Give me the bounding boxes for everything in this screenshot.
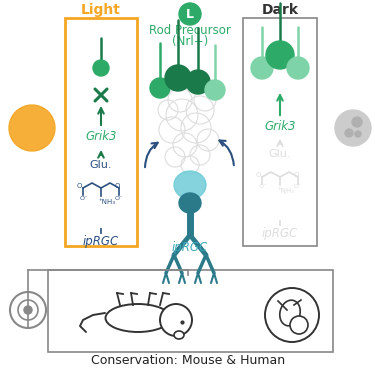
FancyBboxPatch shape bbox=[243, 18, 317, 246]
Circle shape bbox=[24, 306, 32, 314]
Circle shape bbox=[335, 110, 371, 146]
Text: ipRGC: ipRGC bbox=[172, 242, 208, 255]
Text: Grik3: Grik3 bbox=[264, 120, 296, 132]
Ellipse shape bbox=[105, 304, 171, 332]
Text: L: L bbox=[186, 8, 194, 21]
Circle shape bbox=[160, 304, 192, 336]
Text: O⁻: O⁻ bbox=[115, 195, 123, 201]
Circle shape bbox=[186, 70, 210, 94]
Text: Grik3: Grik3 bbox=[85, 129, 117, 142]
Text: Light: Light bbox=[81, 3, 121, 17]
Text: ⁺NH₃: ⁺NH₃ bbox=[99, 199, 116, 205]
Text: Dark: Dark bbox=[261, 3, 299, 17]
Circle shape bbox=[205, 80, 225, 100]
Text: O⁻: O⁻ bbox=[80, 195, 88, 201]
Circle shape bbox=[251, 57, 273, 79]
Text: ipRGC: ipRGC bbox=[262, 228, 298, 240]
Text: ipRGC: ipRGC bbox=[83, 236, 119, 249]
Circle shape bbox=[355, 131, 361, 137]
Circle shape bbox=[150, 78, 170, 98]
Circle shape bbox=[352, 117, 362, 127]
Text: O⁻: O⁻ bbox=[294, 184, 302, 189]
Circle shape bbox=[165, 65, 191, 91]
Text: Glu.: Glu. bbox=[90, 160, 112, 170]
FancyBboxPatch shape bbox=[65, 18, 137, 246]
Circle shape bbox=[266, 41, 294, 69]
Text: (Nrl+): (Nrl+) bbox=[172, 36, 208, 48]
Text: Glu.: Glu. bbox=[269, 149, 291, 159]
Text: O: O bbox=[294, 172, 299, 178]
Circle shape bbox=[345, 129, 353, 137]
FancyBboxPatch shape bbox=[48, 270, 333, 352]
Circle shape bbox=[287, 57, 309, 79]
Circle shape bbox=[290, 316, 308, 334]
Ellipse shape bbox=[174, 171, 206, 199]
Text: O: O bbox=[256, 172, 261, 178]
Circle shape bbox=[179, 3, 201, 25]
Circle shape bbox=[93, 60, 109, 76]
Text: O: O bbox=[115, 183, 120, 189]
Circle shape bbox=[9, 105, 55, 151]
Ellipse shape bbox=[174, 331, 184, 339]
Text: Rod Precursor: Rod Precursor bbox=[149, 24, 231, 36]
Text: Conservation: Mouse & Human: Conservation: Mouse & Human bbox=[91, 354, 285, 366]
Text: ⁺NH₃: ⁺NH₃ bbox=[278, 188, 295, 194]
Ellipse shape bbox=[280, 300, 300, 326]
Ellipse shape bbox=[179, 193, 201, 213]
Text: O: O bbox=[77, 183, 82, 189]
Text: O⁻: O⁻ bbox=[259, 184, 267, 189]
